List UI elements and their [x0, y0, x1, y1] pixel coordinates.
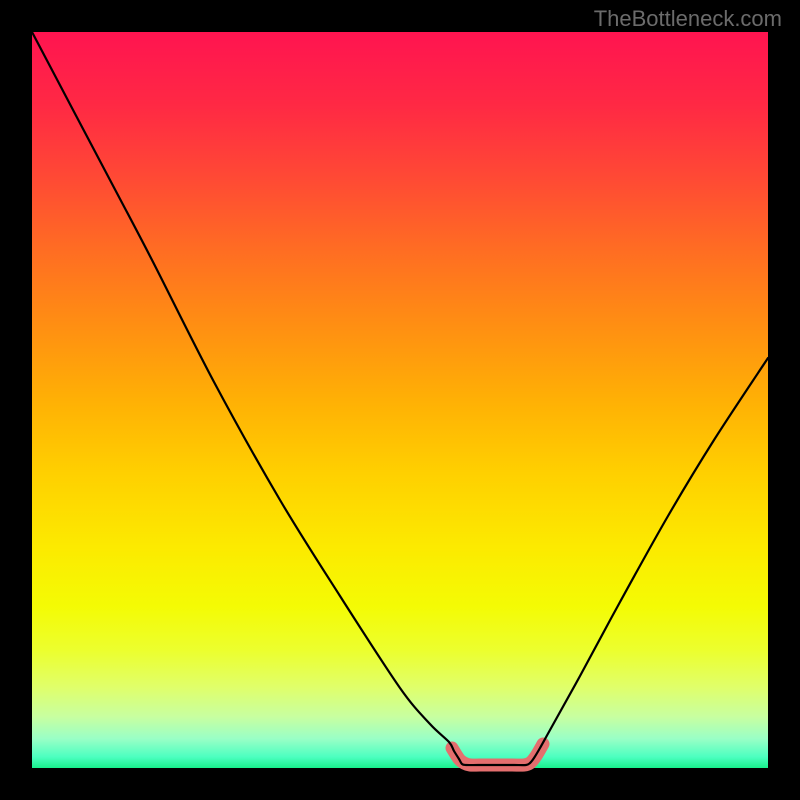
plot-background: [32, 32, 768, 768]
chart-svg: [0, 0, 800, 800]
chart-container: TheBottleneck.com: [0, 0, 800, 800]
watermark-text: TheBottleneck.com: [594, 6, 782, 32]
